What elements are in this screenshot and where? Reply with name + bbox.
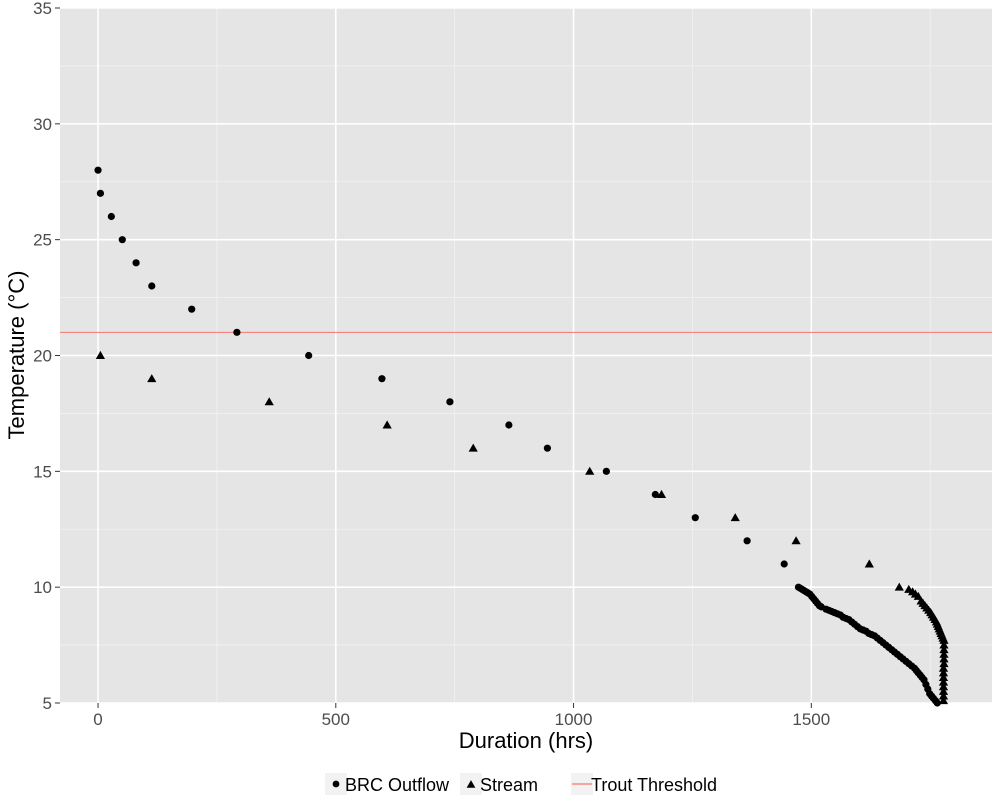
- stream-point: [585, 466, 595, 475]
- y-tick-label: 35: [33, 0, 52, 18]
- stream-point: [938, 691, 949, 700]
- stream-point: [147, 374, 157, 383]
- stream-point: [939, 654, 949, 663]
- stream-point: [939, 640, 949, 649]
- y-tick-label: 20: [33, 347, 52, 366]
- stream-point: [939, 649, 949, 658]
- y-tick-label: 10: [33, 578, 52, 597]
- legend-triangle-icon: [466, 780, 476, 788]
- x-tick-label: 1500: [792, 710, 830, 729]
- stream-point: [864, 559, 874, 568]
- brc-outflow-point: [743, 537, 751, 545]
- brc-outflow-point: [107, 212, 115, 221]
- stream-point: [264, 397, 274, 406]
- brc-outflow-point: [118, 236, 126, 244]
- legend-label: Stream: [480, 775, 538, 795]
- brc-outflow-point: [378, 375, 386, 383]
- brc-outflow-point: [305, 351, 313, 360]
- brc-outflow-point: [602, 467, 610, 475]
- legend-item-stream: Stream: [460, 773, 538, 795]
- stream-point: [468, 443, 478, 452]
- legend-circle-icon: [332, 780, 340, 788]
- brc-outflow-point: [94, 166, 102, 174]
- stream-point: [95, 350, 106, 359]
- brc-outflow-point: [148, 282, 156, 290]
- legend-item-trout-threshold: Trout Threshold: [571, 773, 717, 795]
- data-points: [94, 166, 949, 707]
- y-tick-label: 30: [33, 115, 52, 134]
- brc-outflow-point: [188, 305, 196, 313]
- brc-outflow-point: [233, 328, 241, 336]
- legend-label: Trout Threshold: [591, 775, 717, 795]
- series-brc-outflow: [94, 166, 941, 707]
- x-axis-ticks: 0 500 1000 1500: [93, 703, 830, 729]
- stream-point: [730, 513, 740, 522]
- brc-outflow-point: [446, 398, 454, 406]
- legend-item-brc-outflow: BRC Outflow: [325, 773, 450, 795]
- legend-label: BRC Outflow: [345, 775, 450, 795]
- stream-point: [939, 645, 949, 654]
- stream-point: [938, 677, 949, 686]
- y-axis-ticks: 5 10 15 20 25 30 35: [33, 0, 60, 713]
- stream-point: [938, 672, 949, 681]
- stream-point: [938, 663, 949, 672]
- y-tick-label: 25: [33, 231, 52, 250]
- x-tick-label: 0: [93, 710, 102, 729]
- brc-outflow-point: [543, 444, 551, 452]
- stream-point: [791, 536, 801, 545]
- brc-outflow-point: [933, 699, 941, 707]
- brc-outflow-point: [651, 490, 659, 499]
- stream-point: [938, 696, 949, 705]
- brc-outflow-point: [132, 259, 140, 267]
- stream-point: [938, 686, 949, 695]
- y-axis-title: Temperature (°C): [4, 271, 29, 440]
- stream-point: [938, 682, 949, 691]
- stream-point: [656, 489, 667, 498]
- y-tick-label: 15: [33, 462, 52, 481]
- brc-outflow-point: [691, 514, 699, 522]
- y-tick-label: 5: [43, 694, 52, 713]
- brc-outflow-point: [780, 560, 788, 568]
- stream-point: [939, 659, 949, 668]
- stream-point: [894, 582, 904, 591]
- stream-point: [382, 420, 392, 429]
- x-tick-label: 500: [322, 710, 350, 729]
- stream-point: [939, 635, 949, 644]
- stream-point: [938, 668, 949, 677]
- brc-outflow-point: [96, 189, 105, 197]
- x-axis-title: Duration (hrs): [459, 728, 593, 753]
- series-stream: [95, 350, 949, 705]
- x-tick-label: 1000: [555, 710, 593, 729]
- legend: BRC Outflow Stream Trout Threshold: [325, 773, 717, 795]
- brc-outflow-point: [505, 421, 513, 429]
